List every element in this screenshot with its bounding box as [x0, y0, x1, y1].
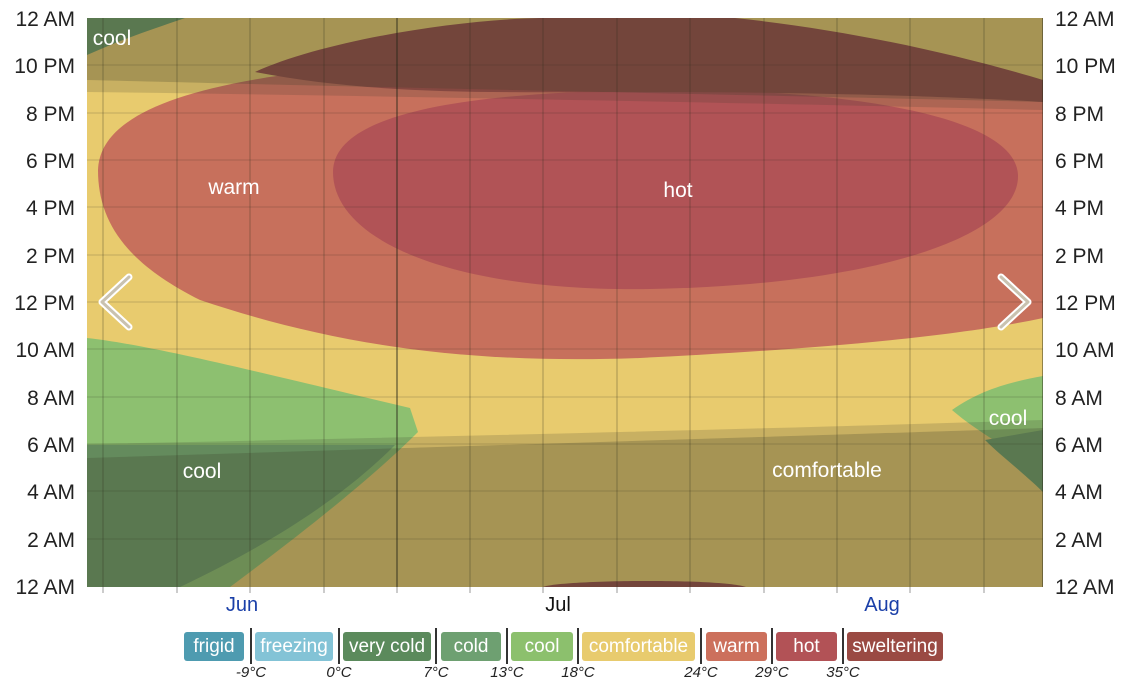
region-cold-left — [87, 445, 395, 587]
region-label-comfortable: comfortable — [772, 459, 882, 482]
threshold-label: 7°C — [423, 664, 449, 681]
region-sweltering-bottom — [543, 580, 746, 587]
legend-separator — [842, 628, 844, 664]
legend-very-cold: very cold — [343, 632, 431, 661]
month-gridlines — [396, 18, 1043, 587]
x-tick-aug: Aug — [864, 594, 900, 616]
y-tick-right: 10 AM — [1055, 339, 1115, 362]
y-tick-right: 4 PM — [1055, 197, 1104, 220]
x-axis-ticks — [102, 587, 985, 593]
y-tick-right: 8 AM — [1055, 387, 1103, 410]
y-tick-left: 6 AM — [27, 434, 75, 457]
region-label-warm: warm — [207, 176, 259, 199]
legend-separator — [250, 628, 252, 664]
legend-separator — [577, 628, 579, 664]
legend-sweltering: sweltering — [847, 632, 943, 661]
region-hot — [333, 89, 1019, 290]
prev-period-button[interactable] — [98, 273, 133, 331]
x-axis: Jun Jul Aug — [226, 594, 900, 616]
region-cold-right — [985, 430, 1043, 492]
region-cool-left-bump — [87, 412, 100, 440]
threshold-label: 0°C — [326, 664, 352, 681]
night-overlay-twilight-morning — [87, 420, 1043, 458]
threshold-label: 35°C — [826, 664, 860, 681]
y-tick-right: 12 AM — [1055, 8, 1115, 31]
y-tick-right: 8 PM — [1055, 103, 1104, 126]
legend-comfortable: comfortable — [582, 632, 695, 661]
y-tick-right: 10 PM — [1055, 55, 1116, 78]
y-tick-right: 2 AM — [1055, 529, 1103, 552]
region-sweltering-top — [255, 18, 1043, 102]
y-tick-left: 2 PM — [26, 245, 75, 268]
legend-separator — [700, 628, 702, 664]
y-tick-left: 8 PM — [26, 103, 75, 126]
threshold-label: -9°C — [235, 664, 267, 681]
y-axis-right: 12 AM 10 PM 8 PM 6 PM 4 PM 2 PM 12 PM 10… — [1055, 8, 1116, 599]
region-label-cool-left: cool — [183, 460, 222, 483]
y-tick-left: 4 AM — [27, 481, 75, 504]
y-tick-left: 10 PM — [14, 55, 75, 78]
night-overlay-twilight-evening — [87, 80, 1043, 110]
y-tick-left: 6 PM — [26, 150, 75, 173]
threshold-label: 29°C — [755, 664, 789, 681]
y-tick-right: 12 PM — [1055, 292, 1116, 315]
region-label-cool-right: cool — [989, 407, 1028, 430]
legend-freezing: freezing — [255, 632, 333, 661]
legend-hot: hot — [776, 632, 837, 661]
y-tick-left: 2 AM — [27, 529, 75, 552]
next-period-button[interactable] — [997, 273, 1032, 331]
vertical-gridlines — [102, 18, 985, 587]
y-tick-left: 4 PM — [26, 197, 75, 220]
legend-separator — [506, 628, 508, 664]
temperature-heatmap-chart: cool warm hot cool comfortable cool 12 A… — [14, 8, 1116, 616]
region-label-hot: hot — [663, 179, 692, 202]
y-tick-right: 4 AM — [1055, 481, 1103, 504]
temperature-legend: frigid freezing very cold cold cool comf… — [0, 628, 1143, 697]
y-tick-right: 12 AM — [1055, 576, 1115, 599]
y-tick-right: 6 AM — [1055, 434, 1103, 457]
region-cool-topleft — [87, 18, 185, 55]
legend-cold: cold — [441, 632, 501, 661]
legend-cool: cool — [511, 632, 573, 661]
plot-area — [87, 18, 1043, 587]
y-tick-right: 6 PM — [1055, 150, 1104, 173]
y-axis-left: 12 AM 10 PM 8 PM 6 PM 4 PM 2 PM 12 PM 10… — [14, 8, 75, 599]
horizontal-gridlines — [87, 64, 1043, 540]
y-tick-left: 10 AM — [15, 339, 75, 362]
region-label-cool-topleft: cool — [93, 27, 132, 50]
y-tick-left: 12 AM — [15, 576, 75, 599]
legend-separator — [338, 628, 340, 664]
legend-warm: warm — [706, 632, 767, 661]
night-overlay-morning — [87, 428, 1043, 587]
y-tick-left: 12 PM — [14, 292, 75, 315]
y-tick-right: 2 PM — [1055, 245, 1104, 268]
threshold-label: 13°C — [490, 664, 524, 681]
legend-separator — [435, 628, 437, 664]
y-tick-left: 12 AM — [15, 8, 75, 31]
night-overlay-evening — [87, 18, 1043, 102]
threshold-label: 18°C — [561, 664, 595, 681]
legend-frigid: frigid — [184, 632, 244, 661]
threshold-label: 24°C — [684, 664, 718, 681]
x-tick-jun: Jun — [226, 594, 258, 616]
y-tick-left: 8 AM — [27, 387, 75, 410]
x-tick-jul: Jul — [545, 594, 571, 616]
legend-separator — [771, 628, 773, 664]
